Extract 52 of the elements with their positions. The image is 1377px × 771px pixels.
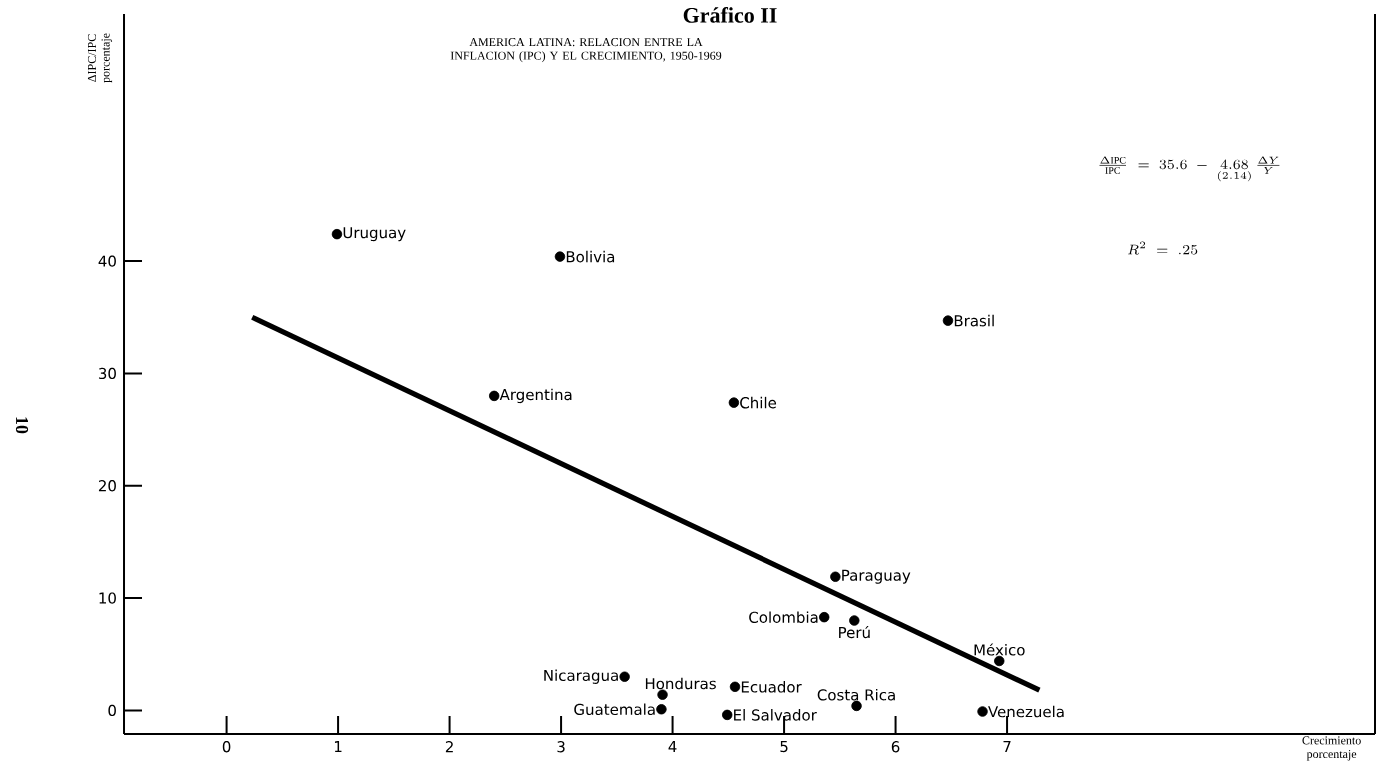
point [657,689,668,700]
point [830,571,841,582]
point [994,655,1005,667]
point [729,681,741,693]
point [656,704,667,715]
y-axis-title: ΔIPC/IPC porcentaje [87,33,113,83]
x-tick-label: 5 [780,741,788,753]
point [722,709,733,721]
x-tick-label: 2 [445,741,453,753]
point [619,671,630,682]
x-tick-label: 7 [1003,741,1011,752]
series-label: Argentina [499,388,572,404]
y-tick-label: 40 [98,255,116,267]
series-label: Costa Rica [817,688,895,701]
point [977,706,988,717]
point [728,397,740,408]
y-tick-label: 10 [99,592,116,604]
x-tick-label: 0 [222,741,231,753]
point [554,251,566,262]
series-label: Perú [839,625,870,639]
chart-title: Gráfico II [683,7,777,23]
series-label: Ecuador [741,681,802,693]
series-label: El Salvador [734,709,817,721]
series-label: Guatemala [574,703,655,716]
y-tick-label: 0 [108,704,116,717]
series-label: Brasil [954,314,994,327]
y-tick-label: 30 [98,367,116,380]
series-label: Chile [740,396,777,409]
series-label: Nicaragua [544,669,618,684]
series-label: México [974,643,1025,656]
x-tick-label: 6 [891,741,900,753]
point [819,611,830,623]
point [942,315,954,326]
point [849,615,860,626]
series-label: Colombia [749,611,818,623]
series-label: Venezuela [988,705,1064,718]
x-tick-label: 3 [557,741,565,753]
series-label: Bolivia [566,250,615,263]
annotation: $\frac{\Delta\mathrm{IPC}}{\mathrm{IPC}} \;=\; 35.6 \;-\; \underset{(2.14)}{4.68}\,\frac{\Delta Y}{Y}$ [1099,156,1280,182]
point [488,390,500,402]
annotation: $R^2 \;=\; .25$ [1128,241,1198,255]
text: AMERICA LATINA: RELACION ENTRE LA INFLACION (IPC) Y EL CRECIMIENTO, 1950-1969 [450,38,722,63]
series-label: Uruguay [343,227,406,242]
series-label: Honduras [645,677,716,690]
point [331,228,343,240]
y-tick-label: 20 [98,480,116,492]
point [851,700,862,712]
x-tick-label: 4 [668,741,677,752]
series-label: Paraguay [842,569,911,584]
x-axis-title: Crecimiento porcentaje [1302,736,1361,761]
x-tick-label: 1 [334,741,342,752]
text: 10 [15,417,29,434]
